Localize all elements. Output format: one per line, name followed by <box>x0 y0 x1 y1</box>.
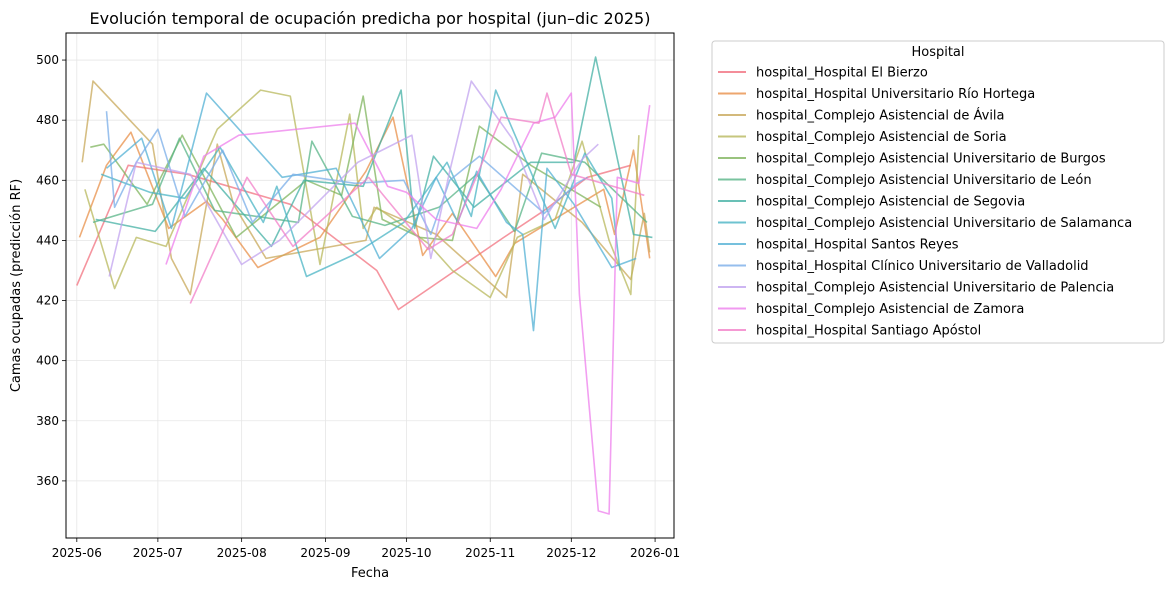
legend-item: hospital_Complejo Asistencial Universita… <box>718 152 1106 167</box>
legend-label: hospital_Complejo Asistencial Universita… <box>756 152 1106 167</box>
legend-label: hospital_Complejo Asistencial Universita… <box>756 216 1132 231</box>
legend-label: hospital_Hospital Santiago Apóstol <box>756 324 981 339</box>
x-tick-label: 2025-12 <box>546 546 596 560</box>
y-tick-label: 380 <box>36 414 59 428</box>
legend-item: hospital_Complejo Asistencial de Ávila <box>718 108 1005 124</box>
legend-item: hospital_Complejo Asistencial de Segovia <box>718 195 1025 210</box>
x-tick-label: 2025-06 <box>52 546 102 560</box>
y-tick-label: 460 <box>36 173 59 187</box>
legend-item: hospital_Complejo Asistencial Universita… <box>718 173 1092 188</box>
x-tick-label: 2025-09 <box>300 546 350 560</box>
legend-item: hospital_Hospital El Bierzo <box>718 66 928 81</box>
legend-item: hospital_Complejo Asistencial Universita… <box>718 281 1114 296</box>
legend-label: hospital_Complejo Asistencial Universita… <box>756 281 1114 296</box>
series-line <box>95 56 653 248</box>
legend-label: hospital_Complejo Asistencial de Segovia <box>756 195 1025 210</box>
x-tick-label: 2025-11 <box>465 546 515 560</box>
legend-item: hospital_Hospital Clínico Universitario … <box>718 259 1089 274</box>
legend-item: hospital_Complejo Asistencial Universita… <box>718 216 1132 231</box>
legend-label: hospital_Complejo Asistencial de Soria <box>756 130 1007 145</box>
series-line <box>105 92 637 332</box>
y-tick-label: 480 <box>36 113 59 127</box>
chart-title: Evolución temporal de ocupación predicha… <box>90 9 651 28</box>
legend-label: hospital_Complejo Asistencial Universita… <box>756 173 1092 188</box>
series-line <box>108 80 599 277</box>
y-axis: 360 380 400 420 440 460 480 500 <box>36 53 66 488</box>
series-line <box>100 89 621 278</box>
y-tick-label: 500 <box>36 53 59 67</box>
x-axis: 2025-06 2025-07 2025-08 2025-09 2025-10 2025-… <box>52 538 680 560</box>
legend-item: hospital_Hospital Santiago Apóstol <box>718 324 981 339</box>
x-tick-label: 2025-10 <box>381 546 431 560</box>
series-lines <box>76 56 653 515</box>
legend: Hospital hospital_Hospital El Bierzo hosp… <box>711 40 1165 344</box>
legend-label: hospital_Hospital Clínico Universitario … <box>756 259 1089 274</box>
y-tick-label: 440 <box>36 233 59 247</box>
legend-item: hospital_Complejo Asistencial de Zamora <box>718 302 1024 317</box>
legend-title: Hospital <box>911 45 964 60</box>
legend-label: hospital_Hospital Santos Reyes <box>756 238 959 253</box>
y-tick-label: 420 <box>36 294 59 308</box>
legend-label: hospital_Complejo Asistencial de Ávila <box>756 108 1005 124</box>
plot-area <box>66 33 674 538</box>
x-axis-label: Fecha <box>351 566 389 581</box>
y-tick-label: 360 <box>36 474 59 488</box>
legend-label: hospital_Hospital Universitario Río Hort… <box>756 87 1035 102</box>
legend-item: hospital_Hospital Santos Reyes <box>718 238 959 253</box>
legend-label: hospital_Complejo Asistencial de Zamora <box>756 302 1024 317</box>
series-line <box>189 92 645 304</box>
series-line <box>165 92 651 515</box>
series-line <box>84 89 640 299</box>
series-line <box>81 80 651 299</box>
y-tick-label: 400 <box>36 354 59 368</box>
y-axis-label: Camas ocupadas (predicción RF) <box>9 179 24 392</box>
legend-label: hospital_Hospital El Bierzo <box>756 66 928 81</box>
plot-frame <box>65 32 675 539</box>
series-line <box>105 111 588 236</box>
x-tick-label: 2025-08 <box>217 546 267 560</box>
x-tick-label: 2025-07 <box>133 546 183 560</box>
legend-item: hospital_Complejo Asistencial de Soria <box>718 130 1007 145</box>
legend-item: hospital_Hospital Universitario Río Hort… <box>718 87 1035 102</box>
x-tick-label: 2026-01 <box>630 546 680 560</box>
legend-frame <box>711 40 1165 344</box>
series-line <box>92 137 648 233</box>
